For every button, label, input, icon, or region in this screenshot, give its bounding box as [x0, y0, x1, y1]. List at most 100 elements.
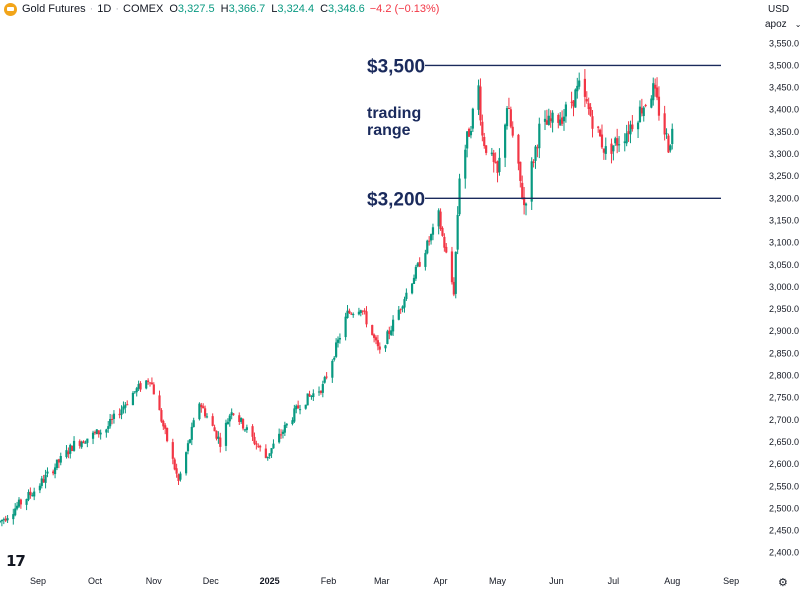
price-tick-label: 3,350.0 — [769, 127, 799, 137]
candle-body — [519, 161, 522, 181]
candle-body — [418, 261, 421, 267]
candle-body — [384, 345, 387, 349]
candle-body — [669, 145, 672, 151]
candle-body — [625, 133, 628, 144]
candle-body — [67, 451, 70, 455]
candle-body — [238, 415, 241, 422]
price-tick-label: 2,400.0 — [769, 548, 799, 558]
candle-body — [205, 416, 209, 418]
price-tick-label: 2,450.0 — [769, 526, 799, 536]
annotation-text: trading — [367, 105, 421, 122]
candle-body — [145, 380, 148, 389]
candle-body — [428, 240, 431, 242]
chart-header: Gold Futures · 1D · COMEX O 3,327.5 H 3,36… — [0, 0, 760, 18]
unit-selector[interactable]: apoz ⌄ — [765, 17, 800, 31]
candle-body — [226, 421, 229, 425]
candle-body — [572, 100, 575, 107]
tradingview-logo-icon[interactable]: 17 — [6, 552, 26, 570]
unit-label: apoz — [765, 18, 787, 30]
candle-body — [268, 453, 271, 457]
candle-body — [441, 227, 444, 236]
time-tick-label: Feb — [321, 576, 337, 586]
settings-icon[interactable]: ⚙ — [778, 577, 788, 589]
candle-body — [59, 455, 62, 463]
candle-body — [219, 437, 222, 447]
price-tick-label: 2,750.0 — [769, 393, 799, 403]
low-value: 3,324.4 — [277, 3, 315, 15]
candle-body — [202, 406, 205, 409]
candle-body — [549, 118, 552, 122]
candle-body — [416, 263, 419, 267]
candle-body — [29, 491, 32, 496]
candle-body — [308, 394, 311, 397]
candle-body — [629, 124, 632, 135]
price-axis[interactable]: 2,400.0 2,450.0 2,500.0 2,550.0 2,600.0 2,650… — [769, 38, 799, 557]
candle-body — [259, 445, 262, 448]
symbol-name[interactable]: Gold Futures — [22, 3, 86, 15]
time-axis[interactable]: Sep Oct Nov Dec 2025 Feb Mar Apr May Jun Jul Aug Sep — [30, 576, 739, 586]
candle-body — [511, 126, 514, 136]
high-value: 3,366.7 — [228, 3, 266, 15]
candle-body — [359, 310, 362, 313]
candle-body — [241, 419, 245, 429]
candle-body — [110, 418, 114, 420]
candle-body — [477, 85, 480, 110]
candle-body — [587, 103, 590, 110]
price-tick-label: 3,550.0 — [769, 38, 799, 48]
candle-body — [617, 144, 621, 146]
separator-dot: · — [115, 3, 119, 15]
price-tick-label: 2,850.0 — [769, 348, 799, 358]
candle-body — [192, 420, 195, 428]
open-label: O — [169, 3, 178, 15]
chevron-down-icon: ⌄ — [794, 19, 800, 29]
candle-body — [251, 426, 254, 437]
candle-body — [230, 412, 233, 416]
gold-logo-icon — [4, 2, 17, 16]
candle-body — [105, 429, 108, 433]
candle-body — [312, 393, 315, 398]
candle-body — [610, 143, 613, 154]
candle-body — [310, 395, 313, 397]
candle-body — [564, 104, 567, 117]
candle-body — [213, 427, 216, 432]
candle-body — [479, 86, 482, 121]
candle-body — [99, 432, 102, 435]
candlestick-series — [0, 69, 674, 527]
candle-body — [224, 422, 228, 446]
candle-body — [278, 433, 281, 443]
candle-body — [272, 443, 275, 449]
candle-body — [112, 413, 116, 419]
candle-body — [175, 468, 178, 474]
candle-body — [295, 405, 298, 410]
candle-body — [72, 440, 76, 451]
candle-body — [15, 505, 19, 509]
candle-body — [228, 415, 231, 422]
candle-body — [57, 459, 60, 463]
candle-body — [492, 152, 495, 163]
candle-body — [454, 251, 457, 294]
candle-body — [69, 444, 72, 454]
candle-body — [614, 138, 617, 144]
candle-body — [591, 116, 594, 129]
candle-body — [574, 89, 577, 108]
candle-body — [365, 311, 368, 325]
candle-body — [348, 310, 351, 314]
candle-body — [171, 442, 174, 459]
exchange-label: COMEX — [123, 3, 164, 15]
candle-body — [321, 384, 324, 393]
candle-body — [642, 107, 645, 117]
candle-body — [638, 106, 642, 123]
interval-label[interactable]: 1D — [97, 3, 112, 15]
candle-body — [253, 436, 256, 444]
price-tick-label: 2,900.0 — [769, 326, 799, 336]
candle-body — [583, 78, 586, 97]
candle-body — [532, 161, 535, 163]
candle-body — [338, 338, 342, 340]
candle-body — [534, 146, 537, 161]
candle-body — [640, 107, 643, 114]
currency-label[interactable]: USD — [768, 4, 790, 15]
candle-body — [243, 429, 247, 431]
price-tick-label: 3,000.0 — [769, 282, 799, 292]
candle-body — [215, 430, 218, 439]
